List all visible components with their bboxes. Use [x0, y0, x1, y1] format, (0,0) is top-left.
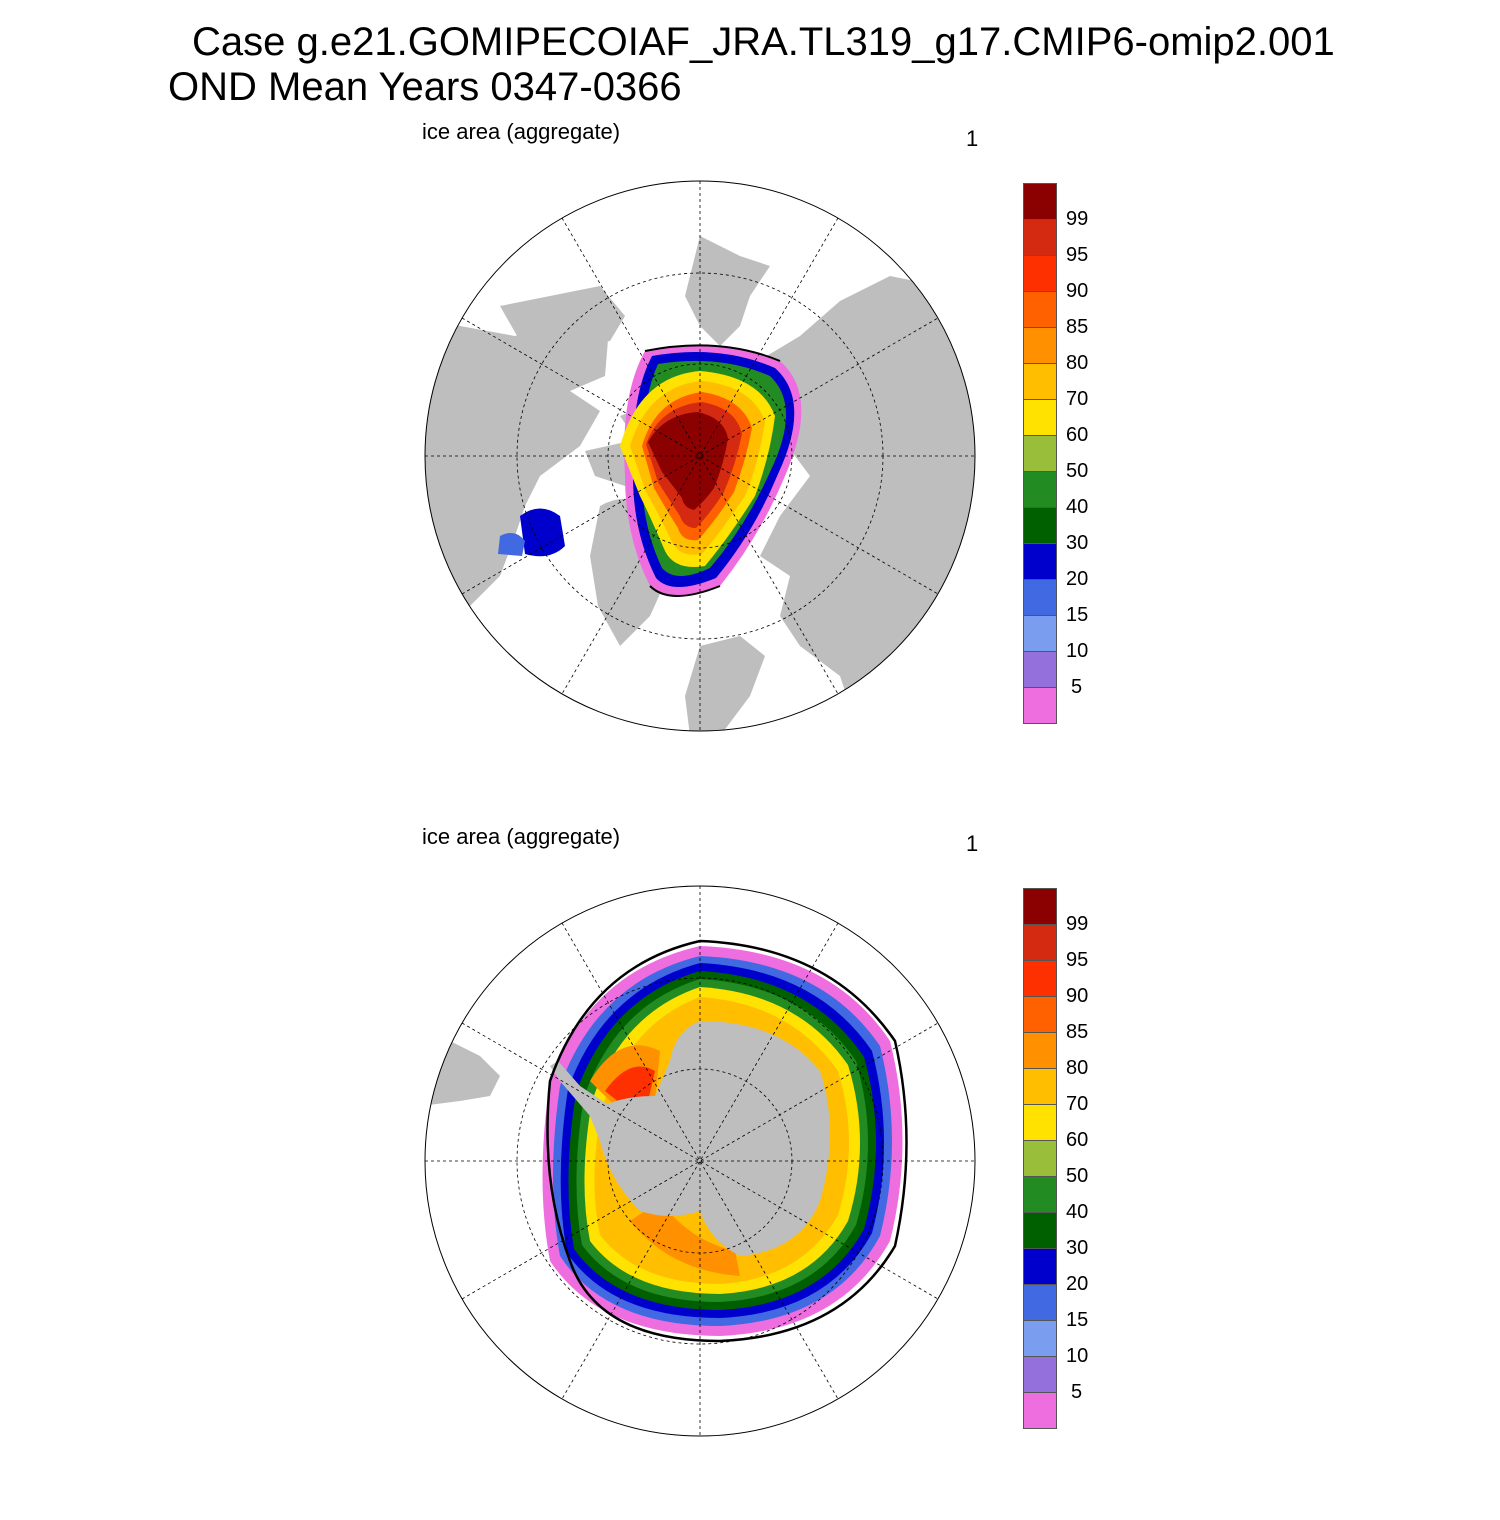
colorbar-swatch [1023, 1212, 1057, 1248]
colorbar-swatch [1023, 1068, 1057, 1104]
colorbar-tick-label: 80 [1066, 1057, 1089, 1079]
colorbar-swatch [1023, 399, 1057, 435]
colorbar-swatch [1023, 651, 1057, 687]
colorbar-tick-label: 95 [1066, 244, 1089, 266]
colorbar-swatch [1023, 291, 1057, 327]
land-alaska [500, 286, 625, 346]
land-siberia-west [685, 236, 770, 346]
ice-band-85-ross [630, 1201, 740, 1276]
land-antarctica [590, 1021, 830, 1256]
colorbar-tick-label: 99 [1066, 208, 1089, 230]
colorbar-tick-label: 85 [1066, 316, 1089, 338]
colorbar-swatch [1023, 183, 1057, 219]
colorbar-swatch [1023, 1284, 1057, 1320]
colorbar-swatch [1023, 363, 1057, 399]
colorbar-swatch [1023, 888, 1057, 924]
arctic-polar-map [424, 180, 976, 732]
colorbar-tick-label: 40 [1066, 1201, 1089, 1223]
colorbar-swatch [1023, 615, 1057, 651]
colorbar-tick-label: 70 [1066, 1093, 1089, 1115]
colorbar-swatch [1023, 255, 1057, 291]
colorbar-tick-label: 85 [1066, 1021, 1089, 1043]
variable-label: ice area (aggregate) [422, 119, 621, 144]
colorbar-swatch [1023, 996, 1057, 1032]
colorbar-swatch [1023, 1356, 1057, 1392]
figure-title-line1: Case g.e21.GOMIPECOIAF_JRA.TL319_g17.CMI… [192, 20, 1335, 64]
observed-ice-edge-contour [546, 939, 908, 1343]
colorbar-tick-label: 50 [1066, 1165, 1089, 1187]
colorbar-swatch [1023, 1320, 1057, 1356]
colorbar-swatch [1023, 543, 1057, 579]
colorbar-tick-label: 95 [1066, 949, 1089, 971]
colorbar-swatch [1023, 1032, 1057, 1068]
colorbar-swatch [1023, 960, 1057, 996]
colorbar-swatch [1023, 1140, 1057, 1176]
colorbar-swatch [1023, 219, 1057, 255]
colorbar-swatch [1023, 579, 1057, 615]
colorbar-tick-label: 90 [1066, 280, 1089, 302]
units-label: 1 [966, 126, 979, 151]
colorbar-tick-label: 15 [1066, 604, 1089, 626]
colorbar-swatch [1023, 435, 1057, 471]
colorbar-tick-label: 60 [1066, 424, 1089, 446]
colorbar-swatch [1023, 1104, 1057, 1140]
colorbar-tick-label: 10 [1066, 1345, 1089, 1367]
panel-southern-hemisphere: ice area (aggregate) 1 [0, 815, 1500, 1520]
map-border [424, 180, 976, 732]
panel-northern-hemisphere: ice area (aggregate) 1 [0, 110, 1500, 815]
colorbar-swatch [1023, 924, 1057, 960]
ice-band-90-weddell [605, 1066, 655, 1103]
colorbar-tick-label: 30 [1066, 1237, 1089, 1259]
colorbar-swatch [1023, 507, 1057, 543]
ice-band-99 [648, 412, 728, 510]
colorbar-swatch [1023, 1176, 1057, 1212]
colorbar-tick-label: 20 [1066, 568, 1089, 590]
colorbar-tick-label: 5 [1071, 1381, 1083, 1403]
colorbar-tick-label: 60 [1066, 1129, 1089, 1151]
graticule [425, 886, 975, 1436]
antarctic-polar-map [424, 885, 976, 1437]
colorbar-tick-label: 5 [1071, 676, 1083, 698]
land-antarctic-peninsula [550, 1061, 610, 1116]
colorbar-tick-label: 10 [1066, 640, 1089, 662]
colorbar-tick-label: 90 [1066, 985, 1089, 1007]
colorbar-tick-label: 40 [1066, 496, 1089, 518]
colorbar [1023, 183, 1057, 724]
colorbar-tick-label: 20 [1066, 1273, 1089, 1295]
colorbar-swatch [1023, 687, 1057, 724]
colorbar-swatch [1023, 1392, 1057, 1429]
colorbar-swatch [1023, 327, 1057, 363]
colorbar-tick-label: 15 [1066, 1309, 1089, 1331]
colorbar-tick-label: 30 [1066, 532, 1089, 554]
colorbar-tick-label: 99 [1066, 913, 1089, 935]
colorbar-tick-label: 80 [1066, 352, 1089, 374]
observed-ice-edge-contour [644, 344, 781, 597]
land-scandinavia [685, 636, 765, 731]
hudson-bay-ice [520, 508, 565, 557]
land-north-america [425, 301, 610, 646]
colorbar-tick-label: 50 [1066, 460, 1089, 482]
map-border [424, 885, 976, 1437]
colorbar-tick-label: 70 [1066, 388, 1089, 410]
hudson-bay-ice-edge [498, 532, 525, 556]
units-label: 1 [966, 831, 979, 856]
colorbar-swatch [1023, 1248, 1057, 1284]
colorbar [1023, 888, 1057, 1429]
colorbar-swatch [1023, 471, 1057, 507]
graticule [425, 181, 975, 731]
variable-label: ice area (aggregate) [422, 824, 621, 849]
figure-title-line2: OND Mean Years 0347-0366 [168, 65, 682, 109]
